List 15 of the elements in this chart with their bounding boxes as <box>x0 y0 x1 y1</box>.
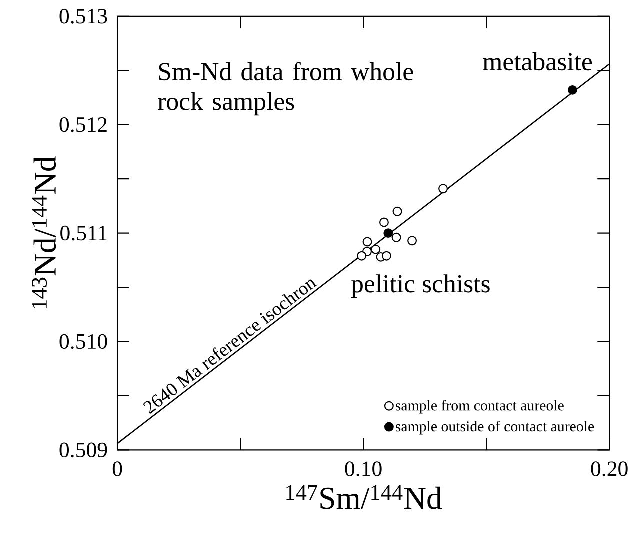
annotation: Sm-Nd data from whole rock samples <box>158 62 414 116</box>
annotation: pelitic schists <box>351 274 490 298</box>
x-tick-label: 0.20 <box>591 462 628 477</box>
y-tick-label: 0.513 <box>60 9 108 24</box>
annotation: metabasite <box>483 52 592 71</box>
y-tick-label: 0.511 <box>60 226 107 241</box>
y-tick-label: 0.510 <box>60 334 108 350</box>
x-axis-title: $^{147}$Sm/$^{144}$Nd <box>286 485 442 510</box>
y-tick-label: 0.509 <box>60 442 108 458</box>
legend-label: sample from contact aureole <box>396 400 564 414</box>
x-tick-label: 0.10 <box>345 462 382 477</box>
y-tick-label: 0.512 <box>60 118 107 132</box>
x-tick-label: 0 <box>112 462 122 476</box>
legend-label: sample outside of contact aureole <box>396 421 594 435</box>
y-axis-title: $^{143}$Nd/$^{144}$Nd <box>32 156 56 308</box>
